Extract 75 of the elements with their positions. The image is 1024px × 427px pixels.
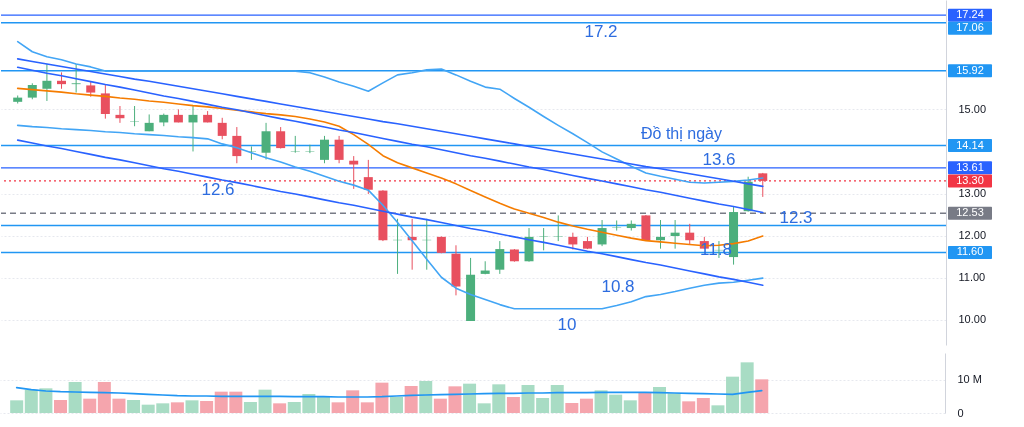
candlestick — [685, 223, 695, 245]
annotation: 17.2 — [584, 22, 618, 41]
candlestick — [217, 117, 227, 140]
ref-line-label: 11.60 — [956, 245, 984, 258]
bar — [68, 382, 82, 413]
bar — [258, 389, 272, 413]
ref-line-label: 15.92 — [956, 63, 984, 76]
bar — [200, 401, 214, 413]
bar — [565, 403, 579, 413]
bar — [550, 385, 564, 413]
annotation: 12.6 — [201, 180, 235, 199]
bar — [243, 402, 257, 413]
candlestick — [276, 126, 286, 150]
candlestick — [670, 219, 680, 250]
bar — [638, 392, 652, 413]
bar — [667, 393, 681, 413]
candlestick — [612, 219, 622, 232]
line-series — [16, 124, 764, 310]
y-tick-label: 0 — [957, 406, 964, 419]
bar — [404, 386, 418, 413]
bar — [390, 397, 404, 413]
y-tick-label: 10.00 — [958, 313, 987, 326]
bar — [623, 400, 637, 413]
ref-line-label: 17.06 — [956, 21, 984, 34]
candlestick — [495, 240, 505, 275]
ref-line-label: 13.30 — [956, 173, 984, 186]
candlestick — [553, 214, 563, 242]
candlestick — [334, 135, 344, 164]
annotation: 10.8 — [601, 277, 635, 296]
y-tick-label: 13.00 — [958, 187, 987, 200]
bar — [755, 379, 769, 413]
annotation: 13.6 — [702, 150, 736, 169]
bar — [170, 402, 184, 413]
candlestick — [188, 105, 198, 152]
bar — [273, 403, 287, 413]
ref-line-label: 14.14 — [956, 138, 984, 151]
y-tick-label: 10 M — [957, 373, 982, 386]
bar — [316, 396, 330, 413]
line-series — [15, 386, 763, 398]
bar — [419, 381, 433, 413]
annotation: 10 — [557, 315, 577, 334]
y-tick-label: 15.00 — [958, 102, 987, 115]
text: 12.3 — [779, 208, 813, 227]
candlestick — [100, 83, 110, 120]
bar — [54, 400, 68, 413]
candlestick — [71, 63, 81, 94]
bar — [653, 387, 666, 413]
candlestick — [130, 105, 140, 127]
bar — [579, 398, 593, 413]
ref-line-label: 17.24 — [956, 8, 984, 21]
candlestick — [115, 105, 125, 124]
candlestick — [349, 155, 359, 190]
bar — [711, 405, 725, 413]
candlestick — [42, 63, 52, 102]
y-tick-label: 12.00 — [958, 229, 987, 242]
bar — [463, 383, 477, 413]
ref-line-label: 12.53 — [956, 206, 984, 219]
candlestick — [363, 159, 373, 195]
y-tick-label: 11.00 — [958, 271, 986, 284]
candlestick — [656, 219, 665, 250]
bar — [740, 362, 754, 413]
ref-line-label: 13.61 — [956, 160, 984, 173]
bar — [682, 401, 696, 413]
bar — [127, 400, 141, 413]
candlestick — [232, 126, 242, 164]
annotation: Đồ thị ngày — [641, 125, 722, 142]
bar — [696, 398, 710, 413]
bar — [726, 376, 740, 413]
candlestick — [319, 135, 329, 164]
candlestick — [539, 227, 549, 251]
bar — [10, 400, 24, 413]
candlestick — [261, 122, 271, 160]
bar — [83, 398, 97, 413]
bar — [506, 397, 520, 413]
bar — [185, 400, 199, 413]
